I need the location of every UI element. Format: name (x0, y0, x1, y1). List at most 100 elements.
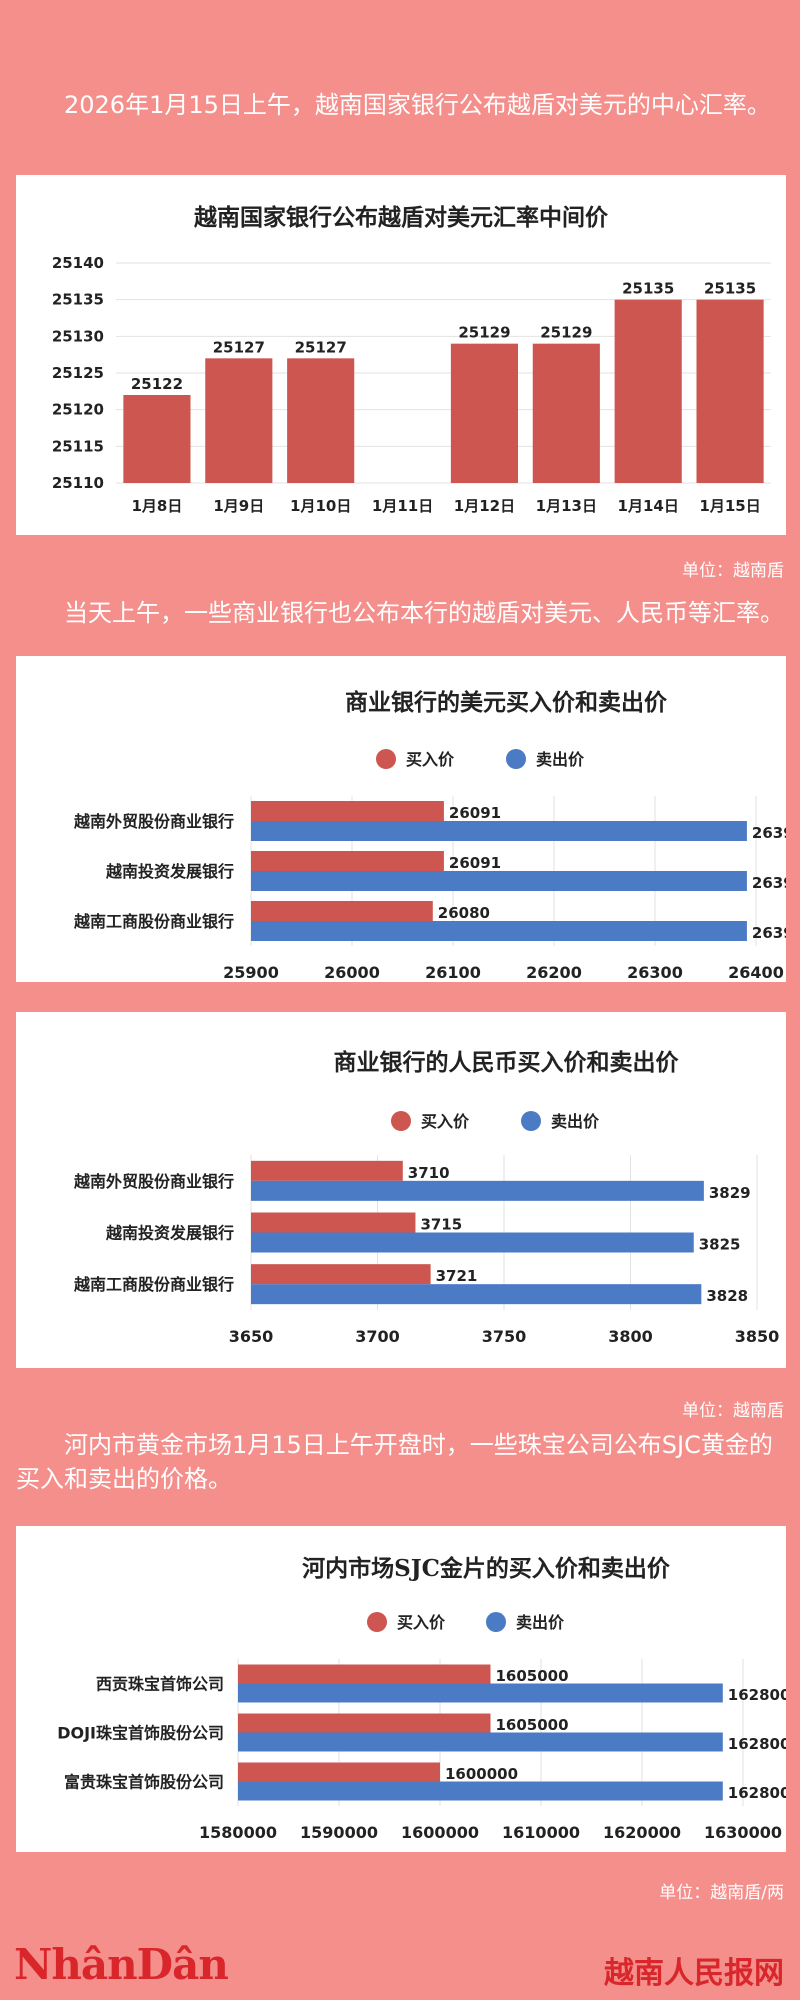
usd-rate-chart-panel: 商业银行的美元买入价和卖出价 买入价 卖出价 25900 26000 26100 26200… (16, 656, 786, 982)
data-label: 26080 (438, 904, 490, 922)
sell-bar (238, 1683, 723, 1703)
x-tick-label: 3850 (735, 1327, 780, 1346)
legend-label: 卖出价 (536, 750, 585, 769)
buy-bar (238, 1713, 491, 1733)
intro-paragraph: 2026年1月15日上午，越南国家银行公布越盾对美元的中心汇率。 (64, 91, 771, 119)
data-label: 3829 (709, 1184, 751, 1202)
y-tick-label: 25115 (52, 437, 104, 455)
x-tick-label: 3750 (482, 1327, 527, 1346)
legend-buy-marker (376, 749, 396, 769)
data-label: 3710 (408, 1164, 450, 1182)
legend-buy-marker (391, 1111, 411, 1131)
x-tick-label: 1月14日 (618, 497, 679, 515)
buy-bar (238, 1664, 491, 1684)
data-label: 1628000 (728, 1686, 786, 1704)
buy-bar (251, 1264, 431, 1285)
data-label: 25127 (295, 338, 347, 356)
data-label: 26391 (752, 924, 786, 942)
sell-bar (251, 821, 747, 841)
data-label: 25129 (540, 324, 592, 342)
buy-bar (251, 901, 433, 921)
chart-title: 商业银行的人民币买入价和卖出价 (334, 1049, 680, 1076)
y-tick-label: 25120 (52, 401, 104, 419)
legend-buy-marker (367, 1612, 387, 1632)
gold-price-chart-panel: 河内市场SJC金片的买入价和卖出价买入价 卖出价 1580000 1590000 160… (16, 1526, 786, 1852)
cny-unit-label: 单位：越南盾 (682, 1401, 784, 1421)
bar (614, 299, 682, 483)
category-label: 越南外贸股份商业银行 (73, 1172, 234, 1191)
data-label: 25127 (213, 338, 265, 356)
x-tick-label: 1月9日 (213, 497, 264, 515)
x-tick-label: 1月10日 (290, 497, 351, 515)
x-tick-label: 1590000 (300, 1823, 378, 1842)
x-tick-label: 1月12日 (454, 497, 515, 515)
data-label: 1600000 (445, 1765, 518, 1783)
central-unit-label: 单位：越南盾 (682, 561, 784, 581)
x-tick-label: 3800 (608, 1327, 653, 1346)
category-label: 西贡珠宝首饰公司 (96, 1675, 224, 1694)
x-tick-label: 26000 (324, 963, 380, 982)
data-label: 26091 (449, 854, 501, 872)
bar (123, 395, 191, 483)
gold-paragraph: 河内市黄金市场1月15日上午开盘时，一些珠宝公司公布SJC黄金的买入和卖出的价格… (16, 1431, 773, 1493)
x-tick-label: 1610000 (502, 1823, 580, 1842)
legend-label: 卖出价 (516, 1613, 565, 1632)
bar (450, 343, 519, 483)
x-tick-label: 1月13日 (536, 497, 597, 515)
cny-rate-chart-panel: 商业银行的人民币买入价和卖出价 买入价 卖出价 3650 3700 3750 3800 385… (16, 1012, 786, 1368)
y-tick-label: 25130 (52, 327, 104, 345)
commercial-paragraph: 当天上午，一些商业银行也公布本行的越盾对美元、人民币等汇率。 (64, 599, 784, 627)
category-label: 越南投资发展银行 (105, 862, 234, 881)
legend-sell-marker (486, 1612, 506, 1632)
x-tick-label: 26200 (526, 963, 582, 982)
x-tick-label: 26100 (425, 963, 481, 982)
sell-bar (238, 1732, 723, 1752)
x-tick-label: 1月8日 (132, 497, 183, 515)
x-tick-label: 25900 (223, 963, 279, 982)
y-tick-label: 25140 (52, 254, 104, 272)
data-label: 3825 (699, 1236, 741, 1254)
bar (532, 343, 600, 483)
data-label: 1628000 (728, 1784, 786, 1802)
bar (696, 299, 764, 483)
x-tick-label: 1630000 (704, 1823, 782, 1842)
chart-title: 越南国家银行公布越盾对美元汇率中间价 (194, 204, 609, 231)
x-tick-label: 1580000 (199, 1823, 277, 1842)
buy-bar (251, 851, 444, 871)
legend-sell-marker (506, 749, 526, 769)
nhandan-logo: NhânDân (14, 1940, 229, 1989)
data-label: 26391 (752, 824, 786, 842)
legend-sell-marker (521, 1111, 541, 1131)
category-label: 越南工商股份商业银行 (73, 1275, 234, 1294)
legend-label: 买入价 (397, 1613, 446, 1632)
legend-label: 卖出价 (551, 1112, 600, 1131)
bar (205, 358, 273, 483)
category-label: DOJI珠宝首饰股份公司 (57, 1724, 224, 1743)
central-rate-chart-panel: 越南国家银行公布越盾对美元汇率中间价 25110 25115 25120 25125 25… (16, 175, 786, 535)
data-label: 3715 (420, 1216, 462, 1234)
category-label: 越南外贸股份商业银行 (73, 812, 234, 831)
data-label: 26391 (752, 874, 786, 892)
sell-bar (251, 1284, 702, 1305)
site-name-logo: 越南人民报网 (604, 1956, 784, 1991)
x-tick-label: 26400 (728, 963, 784, 982)
buy-bar (251, 1160, 403, 1181)
x-tick-label: 1月11日 (372, 497, 433, 515)
chart-title: 河内市场SJC金片的买入价和卖出价 (302, 1555, 671, 1582)
data-label: 26091 (449, 804, 501, 822)
sell-bar (251, 871, 747, 891)
category-label: 越南投资发展银行 (105, 1224, 234, 1243)
x-tick-label: 1月15日 (699, 497, 760, 515)
legend-label: 买入价 (421, 1112, 470, 1131)
central-rate-chart: 越南国家银行公布越盾对美元汇率中间价 25110 25115 25120 25125 25… (52, 204, 771, 515)
gold-unit-label: 单位：越南盾/两 (659, 1883, 784, 1903)
x-tick-label: 1600000 (401, 1823, 479, 1842)
sell-bar (251, 1180, 704, 1201)
buy-bar (238, 1762, 440, 1782)
sell-bar (238, 1781, 723, 1801)
x-tick-label: 3650 (229, 1327, 274, 1346)
category-label: 富贵珠宝首饰股份公司 (64, 1773, 224, 1792)
